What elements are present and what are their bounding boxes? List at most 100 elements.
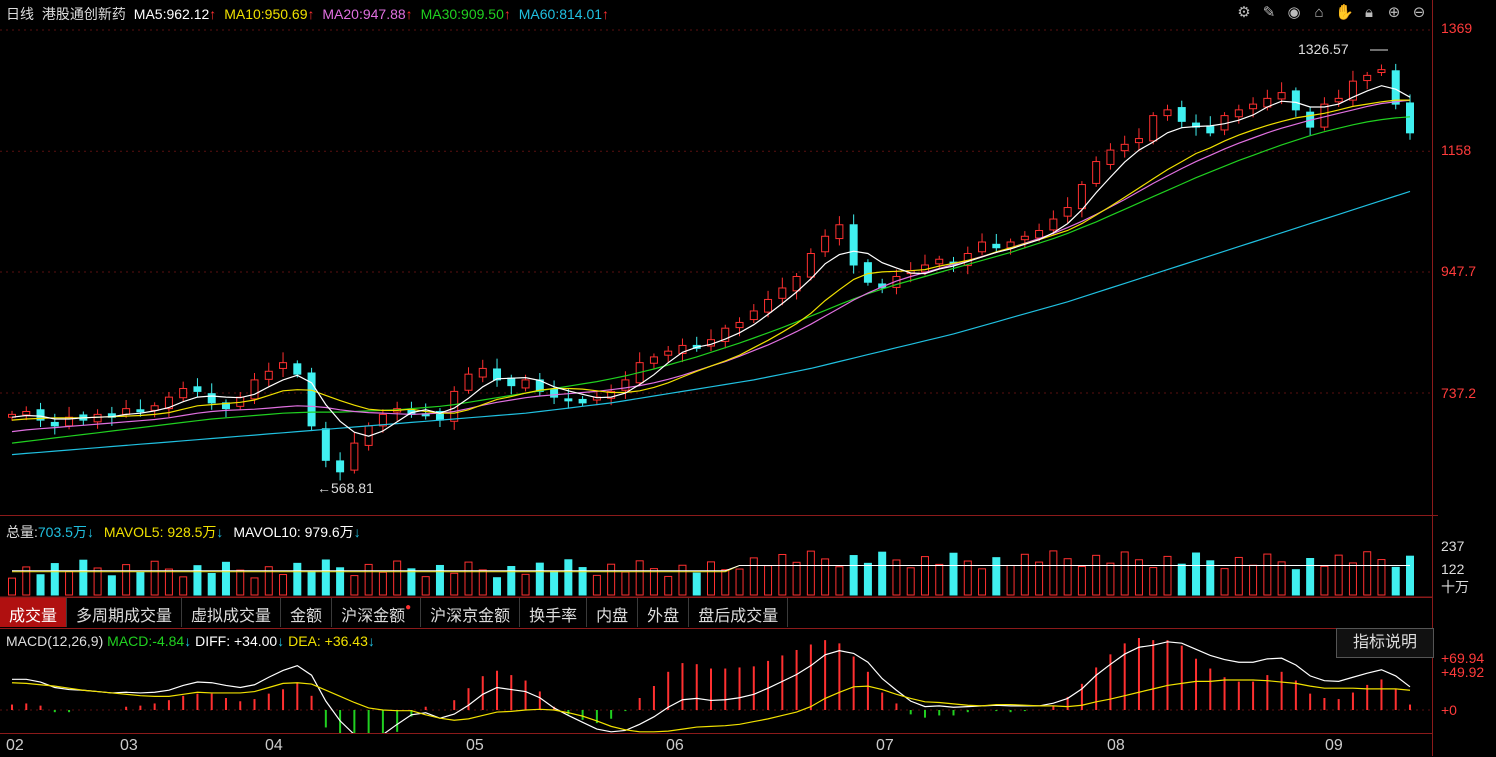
candle-body <box>607 390 616 399</box>
dea-line <box>11 679 1411 733</box>
candle-body <box>207 393 216 404</box>
ma30-value: 909.50 <box>461 6 504 22</box>
candle-body <box>507 377 516 387</box>
ma20-label: MA20: <box>322 6 363 22</box>
volume-bar <box>735 568 744 596</box>
candle-body <box>749 310 758 321</box>
x-tick-09: 09 <box>1325 737 1343 754</box>
volume-bar <box>821 558 830 596</box>
ma5-label: MA5: <box>133 6 167 22</box>
volume-bar <box>1063 558 1072 596</box>
total-volume-value: 703.5万 <box>37 524 87 540</box>
dea-value: +36.43 <box>324 633 368 649</box>
eye-icon[interactable]: ◉ <box>1287 4 1301 21</box>
ma5-value: 962.12 <box>166 6 210 22</box>
candle-body <box>678 344 687 354</box>
volume-unit: 十万 <box>1441 579 1469 595</box>
volume-bar <box>122 564 131 596</box>
tab-outer[interactable]: 外盘 <box>638 598 690 627</box>
volume-bar <box>835 566 844 596</box>
price-tick-737: 737.2 <box>1441 385 1477 401</box>
volume-bar <box>535 562 544 596</box>
volume-bar <box>507 566 516 596</box>
candle-body <box>835 224 844 240</box>
volume-bar <box>250 577 259 596</box>
candle-body <box>478 367 487 378</box>
volume-bar <box>992 557 1001 596</box>
candle-body <box>1377 69 1386 74</box>
volume-bar <box>1192 552 1201 596</box>
tab-hs-amount[interactable]: 沪深金额● <box>332 598 422 627</box>
volume-bar <box>378 571 387 596</box>
volume-bar <box>1006 564 1015 596</box>
tab-amount[interactable]: 金额 <box>281 598 333 627</box>
tab-after-hours-volume[interactable]: 盘后成交量 <box>689 598 789 627</box>
tab-multi-period-volume[interactable]: 多周期成交量 <box>67 598 183 627</box>
volume-bar <box>692 572 701 596</box>
ma10-value: 950.69 <box>264 6 308 22</box>
candle-body <box>164 396 173 410</box>
chart-canvas[interactable] <box>0 0 1432 733</box>
pen-icon[interactable]: ✎ <box>1262 4 1276 21</box>
indicator-help-button[interactable]: 指标说明 <box>1336 628 1434 658</box>
volume-bar <box>350 575 359 596</box>
volume-bar <box>321 559 330 596</box>
volume-bar <box>478 569 487 596</box>
volume-bar <box>521 573 530 596</box>
volume-bar <box>1049 550 1058 596</box>
lock-icon[interactable]: 🔒︎ <box>1365 4 1373 21</box>
candle-body <box>93 413 102 423</box>
candle-body <box>578 398 587 404</box>
index-name: 港股通创新药 <box>41 6 126 22</box>
volume-bar <box>564 559 573 596</box>
volume-bar <box>1306 558 1315 596</box>
volume-bar <box>1149 567 1158 596</box>
volume-bar <box>764 565 773 596</box>
volume-bar <box>550 570 559 596</box>
tab-hsj-amount[interactable]: 沪深京金额 <box>421 598 521 627</box>
volume-tick-237: 237 <box>1441 538 1465 554</box>
x-tick-05: 05 <box>466 737 484 754</box>
macd-tick-69: +69.94 <box>1441 650 1485 666</box>
mavol10-label: MAVOL10: <box>233 524 301 540</box>
volume-bar <box>393 560 402 596</box>
shop-icon[interactable]: ⌂ <box>1314 4 1324 21</box>
price-tick-947: 947.7 <box>1441 263 1477 279</box>
dea-label: DEA: <box>288 633 321 649</box>
volume-tabs: 成交量 多周期成交量 虚拟成交量 金额 沪深金额● 沪深京金额 换手率 内盘 外… <box>0 597 1432 629</box>
zoom-out-icon[interactable]: ⊖ <box>1412 4 1426 21</box>
x-tick-03: 03 <box>120 737 138 754</box>
period-label[interactable]: 日线 <box>6 6 34 22</box>
volume-bar <box>1263 553 1272 596</box>
volume-bar <box>792 561 801 596</box>
tab-turnover[interactable]: 换手率 <box>520 598 588 627</box>
total-volume-arrow: ↓ <box>86 524 94 540</box>
volume-bar <box>236 569 245 596</box>
hand-icon[interactable]: ✋ <box>1335 4 1354 21</box>
candle-body <box>863 262 872 283</box>
candle-body <box>122 408 131 415</box>
tab-virtual-volume[interactable]: 虚拟成交量 <box>182 598 282 627</box>
y-axis-panel: 1369 1158 947.7 737.2 237 122 十万 +69.94 … <box>1432 0 1496 756</box>
ma30-label: MA30: <box>420 6 462 22</box>
macd-label: MACD: <box>107 633 153 649</box>
volume-bar <box>721 569 730 596</box>
ma60-label: MA60: <box>518 6 560 22</box>
tab-inner[interactable]: 内盘 <box>587 598 639 627</box>
gear-icon[interactable]: ⚙ <box>1237 4 1251 21</box>
ma10-arrow: ↑ <box>307 6 315 22</box>
volume-bar <box>1134 559 1143 596</box>
macd-tick-49: +49.92 <box>1441 664 1485 680</box>
tab-volume[interactable]: 成交量 <box>0 598 68 627</box>
candle-body <box>293 363 302 375</box>
volume-bar <box>8 577 16 596</box>
mavol10-line <box>12 564 1410 572</box>
candle-body <box>621 379 630 391</box>
zoom-in-icon[interactable]: ⊕ <box>1387 4 1401 21</box>
candle-body <box>1334 97 1343 103</box>
volume-bar <box>935 563 944 596</box>
candle-body <box>721 327 730 342</box>
volume-bar <box>1277 561 1286 596</box>
diff-line <box>12 641 1411 733</box>
volume-bar <box>1291 569 1300 596</box>
